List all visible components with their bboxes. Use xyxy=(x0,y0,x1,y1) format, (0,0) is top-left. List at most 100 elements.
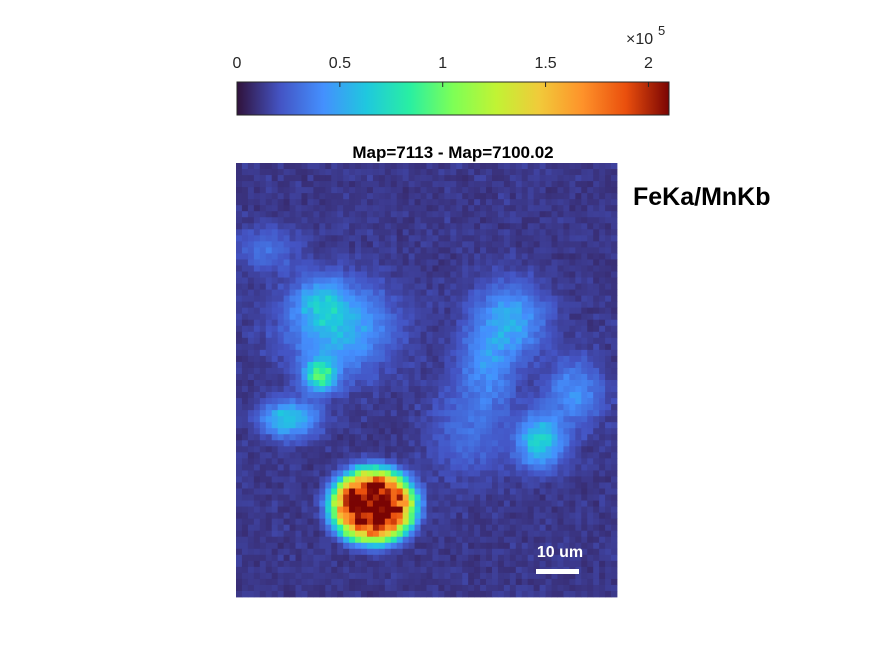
heatmap-cell xyxy=(241,187,249,194)
heatmap-cell xyxy=(295,247,302,254)
heatmap-cell xyxy=(503,524,511,532)
heatmap-cell xyxy=(253,163,261,170)
heatmap-cell xyxy=(444,440,451,447)
heatmap-cell xyxy=(301,446,308,453)
heatmap-cell xyxy=(581,518,588,526)
heatmap-cell xyxy=(491,271,499,278)
heatmap-cell xyxy=(390,277,398,284)
heatmap-cell xyxy=(355,169,362,176)
heatmap-cell xyxy=(581,542,588,550)
heatmap-cell xyxy=(337,295,344,303)
heatmap-cell xyxy=(450,355,457,363)
heatmap-cell xyxy=(545,488,552,495)
heatmap-cell xyxy=(236,530,243,538)
heatmap-cell xyxy=(319,349,326,357)
heatmap-cell xyxy=(420,530,427,538)
heatmap-cell xyxy=(361,500,368,507)
heatmap-cell xyxy=(587,319,594,327)
heatmap-cell xyxy=(319,235,326,242)
heatmap-cell xyxy=(420,295,427,303)
heatmap-cell xyxy=(611,482,618,489)
heatmap-cell xyxy=(450,337,457,345)
heatmap-cell xyxy=(271,398,279,405)
heatmap-cell xyxy=(474,247,481,254)
heatmap-cell xyxy=(468,452,475,459)
heatmap-cell xyxy=(438,398,445,405)
heatmap-cell xyxy=(468,235,475,242)
heatmap-cell xyxy=(349,506,356,514)
heatmap-cell xyxy=(390,361,398,369)
heatmap-cell xyxy=(313,289,320,297)
heatmap-cell xyxy=(319,205,326,212)
heatmap-cell xyxy=(426,187,433,194)
heatmap-cell xyxy=(509,337,517,345)
heatmap-cell xyxy=(420,253,427,260)
heatmap-cell xyxy=(259,548,267,556)
heatmap-cell xyxy=(319,464,326,471)
heatmap-cell xyxy=(337,265,344,272)
heatmap-cell xyxy=(396,500,404,507)
heatmap-cell xyxy=(551,193,558,200)
heatmap-cell xyxy=(426,398,433,405)
heatmap-cell xyxy=(402,398,410,405)
heatmap-cell xyxy=(420,542,427,550)
heatmap-cell xyxy=(319,271,326,278)
heatmap-cell xyxy=(283,584,290,592)
heatmap-cell xyxy=(283,181,290,188)
heatmap-cell xyxy=(605,319,612,327)
heatmap-cell xyxy=(503,530,511,538)
heatmap-cell xyxy=(462,259,469,266)
heatmap-cell xyxy=(611,235,618,242)
heatmap-cell xyxy=(444,404,451,411)
heatmap-cell xyxy=(390,440,398,447)
heatmap-cell xyxy=(456,386,463,393)
heatmap-cell xyxy=(343,343,350,351)
heatmap-cell xyxy=(611,199,618,206)
heatmap-cell xyxy=(384,319,392,327)
heatmap-cell xyxy=(289,476,296,483)
heatmap-cell xyxy=(462,572,469,580)
heatmap-cell xyxy=(468,512,475,520)
heatmap-cell xyxy=(605,337,612,345)
heatmap-cell xyxy=(462,193,469,200)
heatmap-cell xyxy=(539,331,546,339)
heatmap-cell xyxy=(408,319,415,327)
heatmap-cell xyxy=(372,307,380,315)
heatmap-cell xyxy=(271,566,279,574)
heatmap-cell xyxy=(265,187,273,194)
heatmap-cell xyxy=(533,193,541,200)
heatmap-cell xyxy=(480,440,487,447)
heatmap-cell xyxy=(462,337,469,345)
heatmap-cell xyxy=(253,554,261,562)
heatmap-cell xyxy=(408,343,415,351)
heatmap-cell xyxy=(486,464,493,471)
heatmap-cell xyxy=(265,301,273,309)
heatmap-cell xyxy=(337,283,344,290)
heatmap-cell xyxy=(468,392,475,399)
heatmap-cell xyxy=(599,205,606,212)
heatmap-cell xyxy=(408,524,415,532)
heatmap-cell xyxy=(515,542,523,550)
heatmap-cell xyxy=(271,392,279,399)
heatmap-cell xyxy=(527,229,535,236)
heatmap-cell xyxy=(295,410,302,417)
heatmap-cell xyxy=(331,367,338,375)
heatmap-cell xyxy=(438,380,445,387)
heatmap-cell xyxy=(390,428,398,435)
heatmap-cell xyxy=(313,422,320,429)
heatmap-cell xyxy=(236,476,243,483)
heatmap-cell xyxy=(450,265,457,272)
heatmap-cell xyxy=(557,343,564,351)
heatmap-cell xyxy=(325,361,332,369)
heatmap-cell xyxy=(521,488,529,495)
heatmap-cell xyxy=(432,277,439,284)
heatmap-cell xyxy=(265,289,273,297)
heatmap-cell xyxy=(462,331,469,339)
heatmap-cell xyxy=(456,560,463,568)
heatmap-cell xyxy=(289,572,296,580)
heatmap-cell xyxy=(605,355,612,363)
heatmap-cell xyxy=(432,181,439,188)
heatmap-cell xyxy=(253,271,261,278)
heatmap-cell xyxy=(372,500,380,507)
heatmap-cell xyxy=(497,434,505,441)
